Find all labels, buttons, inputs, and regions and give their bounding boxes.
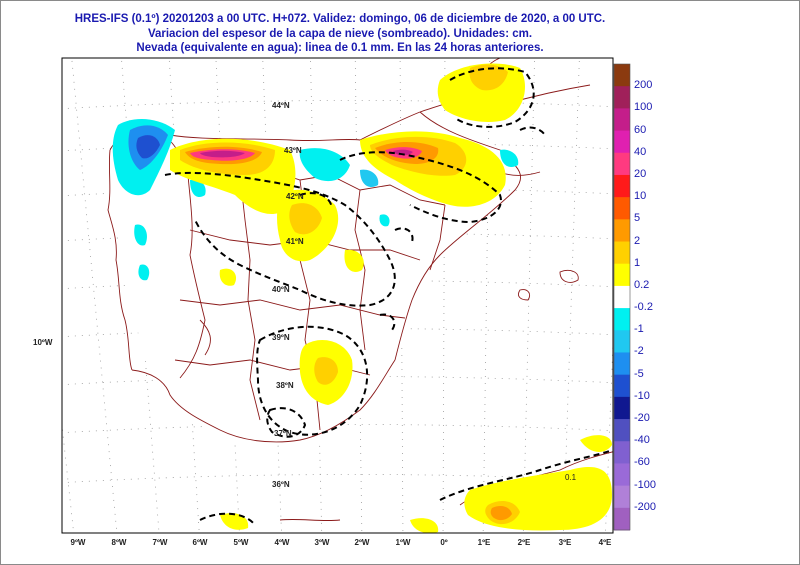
legend-label: 200 — [634, 79, 653, 92]
legend-swatch — [614, 263, 630, 287]
legend-frame — [613, 63, 631, 531]
legend-swatch — [614, 485, 630, 509]
lon-label-7w: 7ºW — [153, 538, 168, 547]
legend-swatch — [614, 352, 630, 376]
lon-label-0: 0º — [440, 538, 447, 547]
lon-label-1e: 1ºE — [478, 538, 491, 547]
legend-label: -200 — [634, 500, 657, 513]
snow-increase-patches — [170, 63, 612, 533]
legend-label: 10 — [634, 190, 647, 203]
legend-label: -1 — [634, 323, 644, 336]
lon-label-3w: 3ºW — [315, 538, 330, 547]
legend-swatch — [614, 330, 630, 353]
lat-label-39: 39ºN — [272, 333, 290, 342]
legend-label: 2 — [634, 234, 641, 247]
legend-label: -100 — [634, 478, 657, 491]
legend-swatch — [614, 152, 630, 176]
lat-label-40: 40ºN — [272, 285, 290, 294]
legend-label: -0.2 — [634, 301, 653, 314]
legend-label: 5 — [634, 212, 641, 225]
legend-label: 0.2 — [634, 278, 650, 291]
legend-swatch — [614, 441, 630, 464]
legend-label: 20 — [634, 167, 647, 180]
lat-label-41: 41ºN — [286, 237, 304, 246]
snow-decrease-patches — [112, 118, 519, 281]
legend-color-bar — [613, 63, 631, 531]
legend-label: 60 — [634, 123, 647, 136]
map-title-line1: HRES-IFS (0.1º) 20201203 a 00 UTC. H+072… — [74, 13, 606, 25]
legend-swatch — [614, 507, 630, 531]
lon-label-4e: 4ºE — [599, 538, 612, 547]
legend-swatch — [614, 219, 630, 243]
lat-label-44: 44ºN — [272, 101, 290, 110]
legend-swatch — [614, 308, 630, 331]
lon-label-2w: 2ºW — [355, 538, 370, 547]
contour-label: 0.1 — [565, 473, 577, 482]
lon-label-2e: 2ºE — [518, 538, 531, 547]
legend-swatch — [614, 463, 630, 487]
lon-label-8w: 8ºW — [112, 538, 127, 547]
latitude-labels: 44ºN 43ºN 42ºN 41ºN 40ºN 39ºN 38ºN 37ºN … — [272, 101, 304, 489]
legend-swatch — [614, 285, 630, 309]
legend-label: -10 — [634, 389, 650, 402]
legend-swatch — [614, 374, 630, 398]
legend-swatch — [614, 396, 630, 420]
lat-label-43: 43ºN — [284, 146, 302, 155]
legend-swatch — [614, 197, 630, 220]
legend-swatch — [614, 64, 630, 87]
lon-label-1w: 1ºW — [396, 538, 411, 547]
lon-label-5w: 5ºW — [234, 538, 249, 547]
legend-label: -40 — [634, 434, 650, 447]
legend-label: -5 — [634, 367, 644, 380]
lon-label-4w: 4ºW — [275, 538, 290, 547]
map-title-line2: Variacion del espesor de la capa de niev… — [147, 28, 533, 40]
legend-swatch — [614, 241, 630, 265]
map-title-line3: Nevada (equivalente en agua): linea de 0… — [136, 42, 544, 54]
side-longitude-label: 10ºW — [33, 338, 53, 347]
legend-swatch — [614, 174, 630, 198]
legend-label: -60 — [634, 456, 650, 469]
legend-swatch — [614, 130, 630, 154]
legend-swatch — [614, 108, 630, 132]
legend-swatch — [614, 419, 630, 442]
lon-label-3e: 3ºE — [559, 538, 572, 547]
lon-label-6w: 6ºW — [193, 538, 208, 547]
longitude-labels: 9ºW 8ºW 7ºW 6ºW 5ºW 4ºW 3ºW 2ºW 1ºW 0º 1… — [71, 538, 612, 547]
legend-label: 1 — [634, 256, 641, 269]
snowfall-contour-lines — [164, 67, 613, 526]
lat-label-36: 36ºN — [272, 480, 290, 489]
lon-label-9w: 9ºW — [71, 538, 86, 547]
map-frame — [61, 57, 614, 534]
legend-swatch — [614, 86, 630, 109]
legend-label: -2 — [634, 345, 644, 358]
legend-label: 40 — [634, 145, 647, 158]
lat-label-37: 37ºN — [274, 429, 292, 438]
legend-label: -20 — [634, 412, 650, 425]
iberian-peninsula-land — [107, 110, 521, 444]
lat-label-38: 38ºN — [276, 381, 294, 390]
legend-label: 100 — [634, 101, 653, 114]
lat-label-42: 42ºN — [286, 192, 304, 201]
